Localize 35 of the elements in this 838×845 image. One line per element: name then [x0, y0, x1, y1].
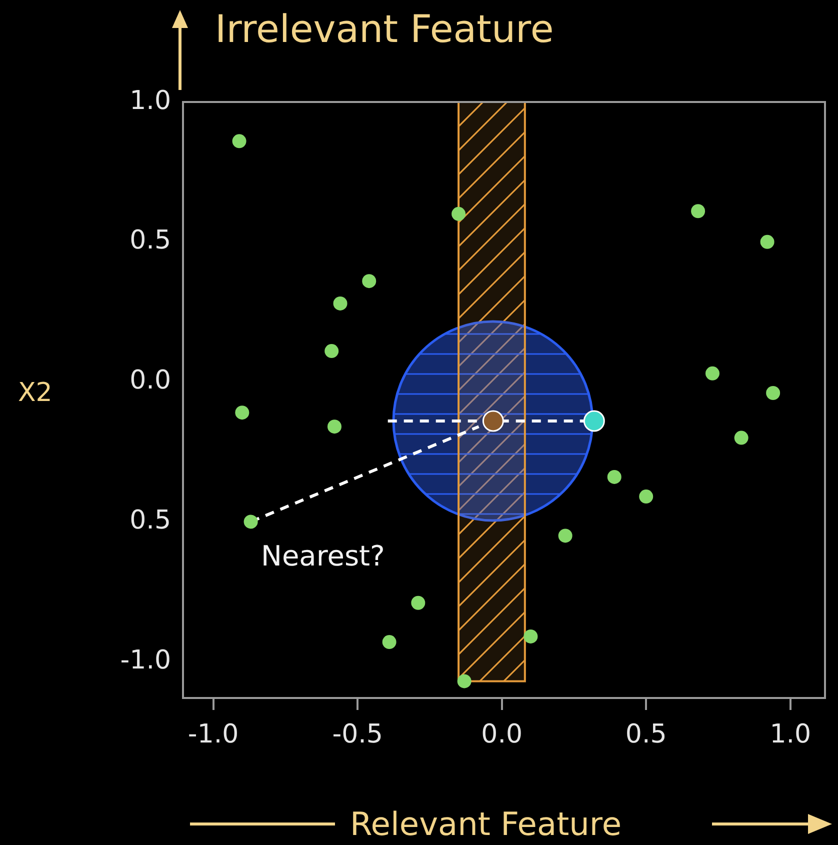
x-tick-label: 1.0 [770, 719, 812, 750]
point [235, 406, 250, 420]
point [524, 629, 538, 644]
point [362, 274, 376, 288]
annotation: Nearest? [261, 539, 385, 572]
point [411, 596, 426, 610]
point [457, 674, 472, 688]
point [639, 490, 654, 504]
y-tick-label: 1.0 [130, 86, 171, 116]
point [691, 204, 706, 218]
point [705, 366, 720, 380]
y-tick-label: 0.0 [130, 366, 171, 396]
point [452, 206, 466, 221]
y-tick-label: 0.5 [130, 226, 171, 256]
y-axis-title: X2 [18, 378, 52, 408]
x-axis-title: Relevant Feature [350, 805, 622, 843]
point [324, 344, 339, 358]
point [558, 528, 572, 543]
point [232, 134, 246, 148]
point [583, 410, 605, 432]
y-tick-label: 0.5 [130, 505, 171, 536]
chart-title: Irrelevant Feature [215, 7, 554, 51]
y-tick-label: -1.0 [120, 645, 171, 676]
point [327, 420, 342, 434]
x-tick-label: -0.5 [332, 719, 383, 750]
point [760, 234, 774, 249]
x-tick-label: 0.5 [625, 719, 667, 750]
point [766, 386, 780, 400]
x-tick-label: 0.0 [481, 719, 523, 750]
point [607, 470, 622, 484]
x-tick-label: -1.0 [188, 719, 239, 750]
point [244, 514, 258, 529]
point [333, 296, 348, 310]
point [382, 635, 396, 650]
point [734, 430, 748, 445]
